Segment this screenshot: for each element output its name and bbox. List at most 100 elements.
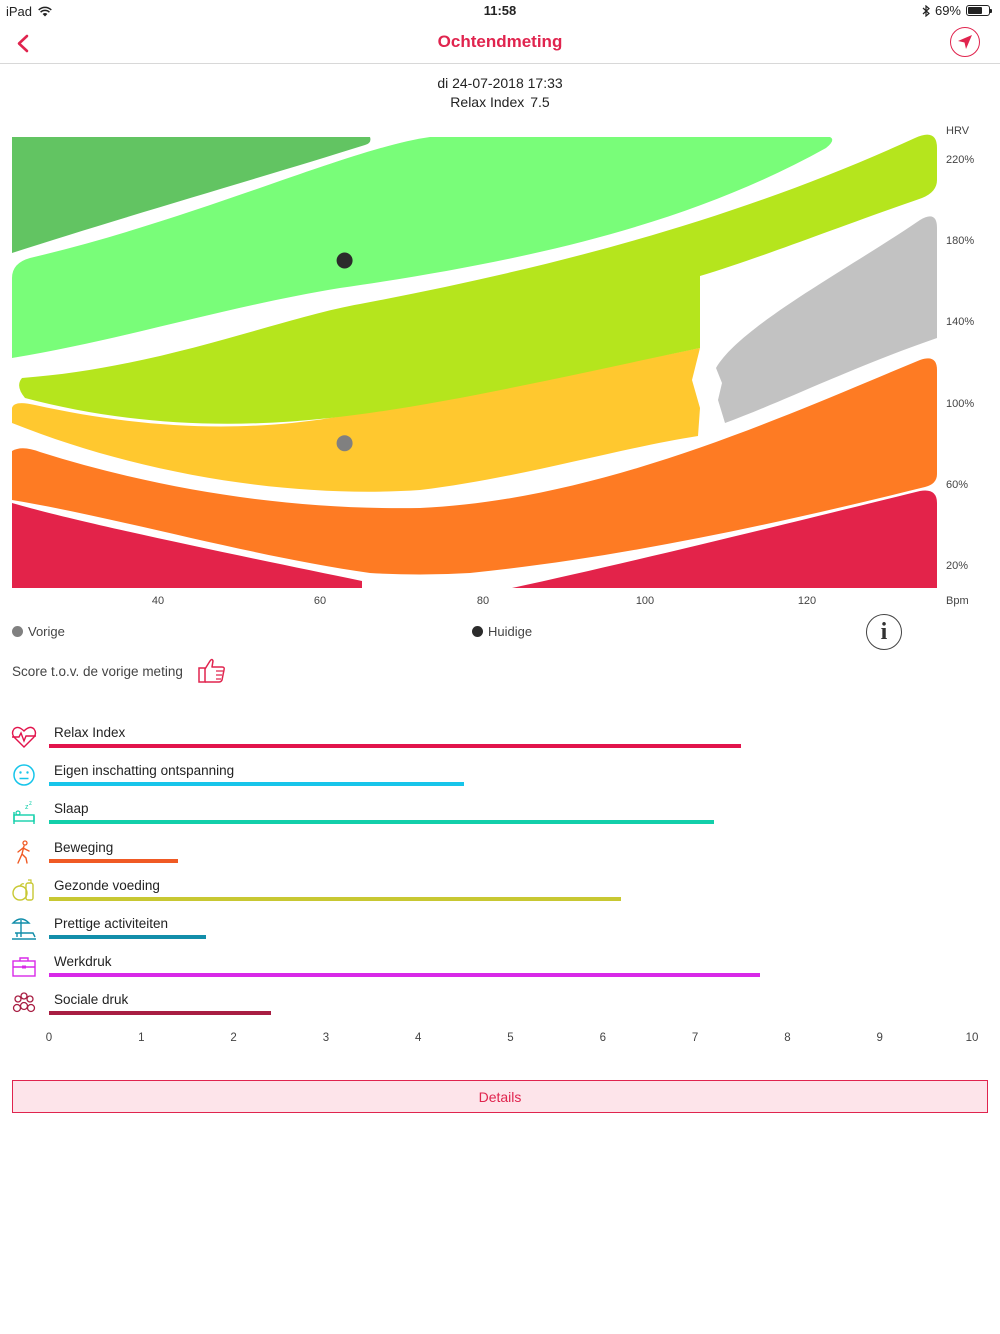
x-tick-label: 10 <box>965 1032 979 1044</box>
zone-lime <box>19 134 937 424</box>
x-tick-label: 5 <box>507 1032 514 1044</box>
wifi-icon <box>38 6 52 17</box>
y-tick-20: 20% <box>946 560 968 572</box>
briefcase-icon <box>12 957 36 977</box>
x-tick-label: 8 <box>784 1032 791 1044</box>
legend-current-dot <box>472 626 483 637</box>
bar-row: Prettige activiteiten <box>0 911 1000 949</box>
x-tick-120: 120 <box>798 595 816 607</box>
battery-percent: 69% <box>934 3 961 18</box>
bar-row: Werkdruk <box>0 949 1000 987</box>
bar-row: Eigen inschatting ontspanning <box>0 758 1000 796</box>
x-tick-label: 6 <box>599 1032 606 1044</box>
bar-row: Beweging <box>0 835 1000 873</box>
x-axis-title: Bpm <box>946 595 969 607</box>
clock: 11:58 <box>483 3 517 18</box>
bar <box>49 973 760 978</box>
chart-legend: Vorige Huidige <box>0 624 1000 644</box>
x-tick-40: 40 <box>152 595 164 607</box>
x-tick-label: 4 <box>414 1032 422 1044</box>
bar <box>49 820 714 825</box>
bar-row: z z Slaap <box>0 796 1000 834</box>
bar-label: Eigen inschatting ontspanning <box>54 763 235 779</box>
point-vorige <box>336 435 353 452</box>
walking-person-icon <box>17 839 30 864</box>
svg-text:z: z <box>29 801 32 807</box>
zone-light-green <box>12 137 833 358</box>
x-tick-100: 100 <box>636 595 654 607</box>
bar-label: Gezonde voeding <box>54 877 160 893</box>
battery-icon <box>966 5 992 16</box>
legend-previous-label: Vorige <box>28 624 65 639</box>
nav-bar: Ochtendmeting <box>0 22 1000 64</box>
legend-current: Huidige <box>472 624 532 639</box>
x-tick-label: 9 <box>876 1032 883 1044</box>
device-name: iPad <box>6 4 33 19</box>
x-tick-60: 60 <box>314 595 326 607</box>
y-axis-title: HRV <box>946 125 970 137</box>
bar-row: Gezonde voeding <box>0 873 1000 911</box>
bar-chart-x-axis: 0 1 2 3 4 5 6 7 8 9 10 <box>0 1032 1000 1048</box>
back-button[interactable] <box>10 28 40 58</box>
bar <box>49 1011 271 1016</box>
bar-label: Prettige activiteiten <box>54 916 169 931</box>
zone-gray <box>716 216 937 423</box>
measurement-header: di 24-07-2018 17:33 Relax Index 7.5 <box>0 74 1000 112</box>
bar <box>49 744 742 748</box>
y-tick-180: 180% <box>946 235 974 247</box>
x-tick-label: 1 <box>138 1032 145 1044</box>
x-tick-label: 0 <box>45 1032 53 1044</box>
y-tick-100: 100% <box>946 398 974 410</box>
zone-dark-green <box>12 137 371 253</box>
location-arrow-icon <box>958 35 972 49</box>
hrv-zone-chart: HRV 220% 180% 140% 100% 60% 20% 40 60 80… <box>12 125 974 607</box>
bar-label: Werkdruk <box>54 954 112 970</box>
beach-chair-icon <box>11 918 36 940</box>
zone-red-right <box>512 490 937 588</box>
info-button[interactable]: i <box>866 614 902 650</box>
point-huidige <box>336 252 353 269</box>
bar-row: Sociale druk <box>0 987 1000 1025</box>
y-tick-140: 140% <box>946 316 974 328</box>
legend-previous-dot <box>12 626 23 637</box>
info-icon: i <box>880 618 888 645</box>
zone-red <box>12 503 362 588</box>
bar-label: Slaap <box>54 801 89 817</box>
status-bar: iPad 11:58 69% <box>0 0 1000 22</box>
legend-current-label: Huidige <box>488 624 533 639</box>
svg-text:z: z <box>25 804 29 811</box>
y-tick-60: 60% <box>946 479 968 491</box>
x-tick-label: 7 <box>691 1032 699 1044</box>
bar <box>49 858 179 863</box>
score-label: Score t.o.v. de vorige meting <box>12 663 183 679</box>
neutral-face-icon <box>13 764 35 786</box>
zone-orange <box>12 358 937 575</box>
x-tick-80: 80 <box>477 595 489 607</box>
measurement-datetime: di 24-07-2018 17:33 <box>437 75 563 91</box>
thumbs-up-icon <box>198 658 225 683</box>
people-group-icon <box>12 992 36 1013</box>
bar-label: Beweging <box>54 839 114 855</box>
score-comparison: Score t.o.v. de vorige meting <box>12 656 227 686</box>
bar <box>49 896 622 901</box>
bar <box>49 935 206 939</box>
location-button[interactable] <box>950 27 980 57</box>
heart-pulse-icon <box>11 726 37 748</box>
bar-label: Sociale druk <box>54 992 129 1008</box>
relax-index-value: 7.5 <box>530 94 550 110</box>
legend-previous: Vorige <box>12 624 65 639</box>
x-tick-label: 2 <box>230 1032 237 1044</box>
x-tick-label: 3 <box>322 1032 330 1044</box>
chevron-left-icon <box>17 34 29 53</box>
food-icon <box>12 879 34 901</box>
details-button[interactable]: Details <box>12 1080 988 1113</box>
bar-row: Relax Index <box>0 720 1000 758</box>
page-title: Ochtendmeting <box>437 32 563 51</box>
bar-label: Relax Index <box>54 725 126 740</box>
y-tick-220: 220% <box>946 154 974 166</box>
relax-index-label: Relax Index <box>450 94 525 110</box>
bar <box>49 782 465 787</box>
bluetooth-icon <box>922 4 930 17</box>
relax-index-summary: Relax Index 7.5 <box>0 93 1000 112</box>
